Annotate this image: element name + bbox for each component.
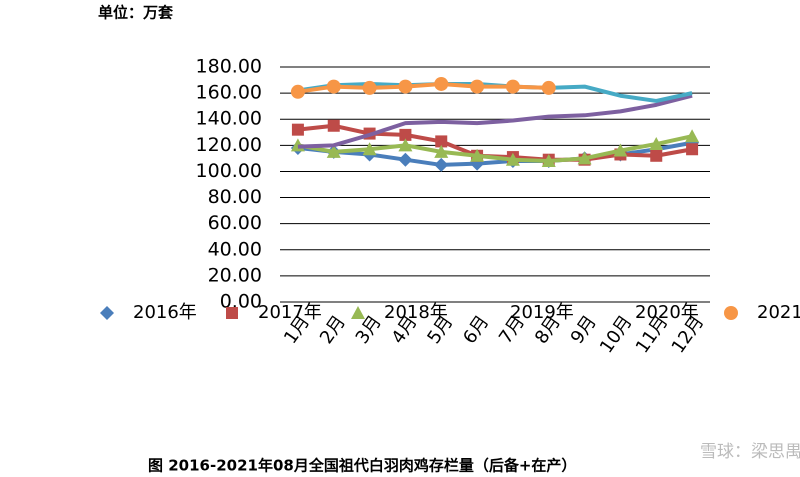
series-line: [297, 134, 693, 163]
y-tick-label: 20.00: [208, 264, 262, 286]
marker: [434, 157, 449, 172]
marker: [613, 143, 628, 157]
marker: [100, 306, 114, 320]
marker: [649, 137, 664, 151]
marker: [362, 80, 377, 95]
marker: [650, 149, 663, 162]
y-tick-label: 80.00: [208, 186, 262, 208]
legend-label: 2016年: [133, 302, 197, 323]
x-tick-label: 10月: [596, 312, 637, 358]
marker: [326, 144, 341, 158]
marker: [541, 80, 556, 95]
y-tick-label: 40.00: [208, 238, 262, 260]
marker: [470, 148, 485, 162]
y-tick-label: 160.00: [196, 82, 262, 104]
unit-label: 单位：万套: [98, 4, 174, 22]
legend-label: 2021年: [757, 302, 800, 323]
marker: [505, 79, 520, 94]
marker: [226, 307, 238, 319]
marker: [724, 306, 738, 320]
watermark: 雪球：梁思禺: [700, 442, 800, 462]
marker: [686, 143, 699, 156]
marker: [398, 79, 413, 94]
marker: [577, 151, 592, 165]
series-line: [297, 93, 693, 149]
y-tick-label: 60.00: [208, 212, 262, 234]
legend-label: 2020年: [635, 302, 699, 323]
marker: [351, 306, 365, 319]
marker: [327, 119, 340, 132]
y-tick-label: 180.00: [196, 56, 262, 78]
marker: [398, 152, 413, 167]
legend-label: 2017年: [258, 302, 322, 323]
marker: [685, 129, 700, 143]
marker: [290, 84, 305, 99]
legend-label: 2019年: [510, 302, 574, 323]
marker: [291, 123, 304, 136]
y-tick-label: 140.00: [196, 108, 262, 130]
x-tick-label: 6月: [459, 312, 493, 348]
marker: [434, 76, 449, 91]
marker: [470, 79, 485, 94]
caption: 图 2016-2021年08月全国祖代白羽肉鸡存栏量（后备+在产）: [148, 457, 576, 475]
marker: [398, 138, 413, 152]
marker: [326, 79, 341, 94]
marker: [505, 152, 520, 166]
marker: [362, 142, 377, 156]
y-tick-label: 120.00: [196, 134, 262, 156]
legend-label: 2018年: [384, 302, 448, 323]
y-tick-label: 100.00: [196, 160, 262, 182]
marker: [434, 144, 449, 158]
marker: [399, 128, 412, 141]
marker: [435, 135, 448, 148]
marker: [541, 154, 556, 167]
